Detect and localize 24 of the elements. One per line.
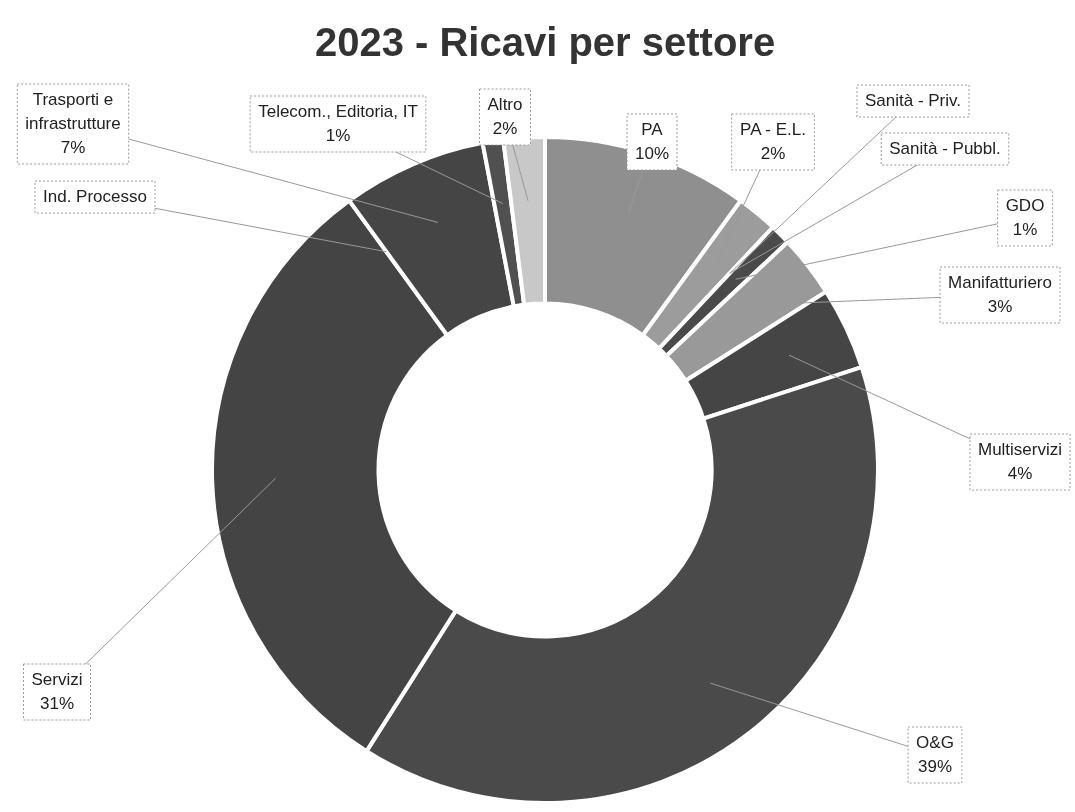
data-label: 3% [987,296,1013,316]
data-label: 10% [634,143,670,163]
category-label: Sanità - Priv. [864,90,962,110]
slice-label: Trasporti e infrastrutture [25,89,121,133]
data-label: 1% [1012,219,1038,239]
data-label: 2% [492,118,518,138]
data-label: 1% [325,125,351,145]
slice-label: Servizi [31,669,83,689]
chart-title: 2023 - Ricavi per settore [314,20,776,65]
slice-label: Multiservizi [977,439,1063,459]
slice-label: Manifatturiero [948,272,1052,292]
slice-label: Altro [487,94,523,114]
data-label: 4% [1007,463,1033,483]
slice-label: GDO [1005,195,1045,215]
data-label: 7% [60,137,86,157]
slice-label: PA [641,119,664,139]
category-label: Ind. Processo [43,186,147,206]
slice-label: PA - E.L. [740,119,806,139]
slice-label: Telecom., Editoria, IT [258,101,418,121]
data-label: 39% [917,756,953,776]
data-label: 2% [760,143,786,163]
category-label: Sanità - Pubbl. [889,138,1001,158]
data-label: 31% [39,693,75,713]
slice-label: O&G [916,732,954,752]
